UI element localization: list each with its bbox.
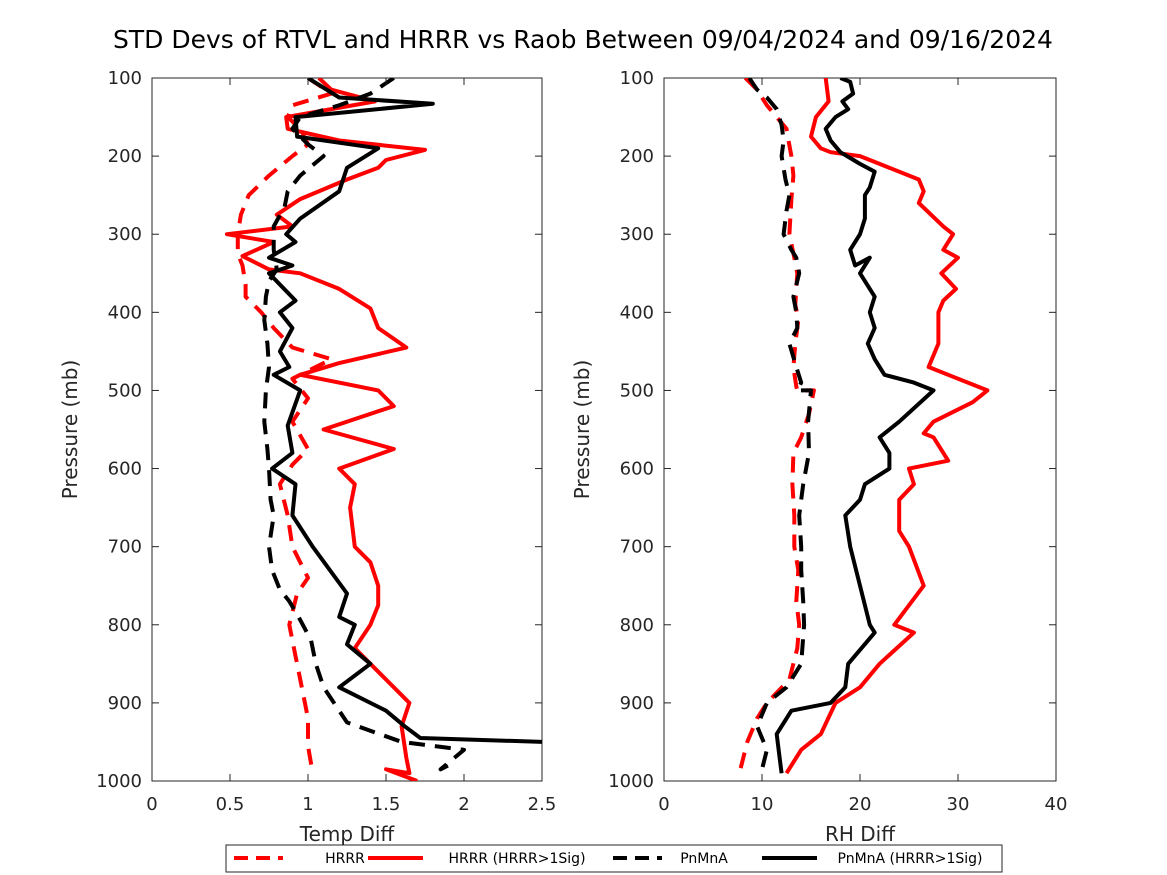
temp-y-tick-label: 300 (108, 224, 142, 245)
temp-series-hrrr-hrrr-1sig (224, 78, 427, 781)
temp-x-axis-label: Temp Diff (299, 822, 396, 846)
rh-series-pnmna-hrrr-1sig (774, 78, 936, 774)
legend-label: HRRR (325, 851, 365, 867)
rh-x-tick-label: 30 (947, 794, 970, 815)
rh-series-pnmna (747, 78, 813, 770)
rh-y-tick-label: 600 (620, 459, 654, 480)
temp-x-tick-label: 0.5 (216, 794, 245, 815)
legend-label: PnMnA (HRRR>1Sig) (838, 851, 983, 867)
legend-label: HRRR (HRRR>1Sig) (448, 851, 585, 867)
temp-diff-panel: 0 0.5 1 1.5 2 2.5 100 200 300 400 500 600 700 800 900 1… (58, 68, 556, 846)
rh-y-tick-label: 300 (620, 224, 654, 245)
temp-axes-box (151, 77, 543, 782)
rh-x-tick-label: 20 (849, 794, 872, 815)
rh-x-tick-label: 10 (751, 794, 774, 815)
temp-y-tick-label: 200 (108, 146, 142, 167)
temp-y-tick-label: 600 (108, 459, 142, 480)
chart-title: STD Devs of RTVL and HRRR vs Raob Betwee… (113, 25, 1053, 54)
temp-y-tick-label: 1000 (96, 771, 142, 792)
temp-y-tick-label: 400 (108, 302, 142, 323)
temp-series-pnmna-hrrr-1sig (267, 78, 542, 744)
rh-y-tick-label: 200 (620, 146, 654, 167)
temp-y-tick-label: 700 (108, 537, 142, 558)
temp-y-axis-label: Pressure (mb) (58, 360, 82, 500)
temp-y-tick-label: 100 (108, 68, 142, 89)
temp-y-tick-label: 500 (108, 380, 142, 401)
temp-x-tick-label: 2 (458, 794, 469, 815)
rh-x-axis-label: RH Diff (825, 822, 896, 846)
legend-label: PnMnA (680, 851, 728, 867)
rh-y-tick-label: 700 (620, 537, 654, 558)
rh-y-tick-label: 500 (620, 380, 654, 401)
temp-x-tick-label: 2.5 (528, 794, 557, 815)
rh-y-tick-label: 900 (620, 693, 654, 714)
temp-x-tick-label: 1 (302, 794, 313, 815)
rh-series-hrrr-hrrr-1sig (784, 78, 990, 775)
rh-x-tick-label: 40 (1045, 794, 1068, 815)
temp-x-tick-label: 0 (146, 794, 157, 815)
rh-x-tick-label: 0 (658, 794, 669, 815)
temp-series-hrrr (235, 78, 334, 774)
rh-y-tick-label: 100 (620, 68, 654, 89)
temp-y-tick-label: 800 (108, 615, 142, 636)
rh-y-tick-label: 400 (620, 302, 654, 323)
temp-y-tick-label: 900 (108, 693, 142, 714)
rh-diff-panel: 0 10 20 30 40 100 200 300 400 500 600 700 800 900 1000… (570, 68, 1067, 846)
rh-y-tick-label: 1000 (608, 771, 654, 792)
temp-x-tick-label: 1.5 (372, 794, 401, 815)
legend: HRRR HRRR (HRRR>1Sig) PnMnA PnMnA (HRRR>1Si… (225, 844, 1003, 873)
rh-y-axis-label: Pressure (mb) (570, 360, 594, 500)
temp-series-pnmna (262, 78, 466, 772)
rh-y-tick-label: 800 (620, 615, 654, 636)
